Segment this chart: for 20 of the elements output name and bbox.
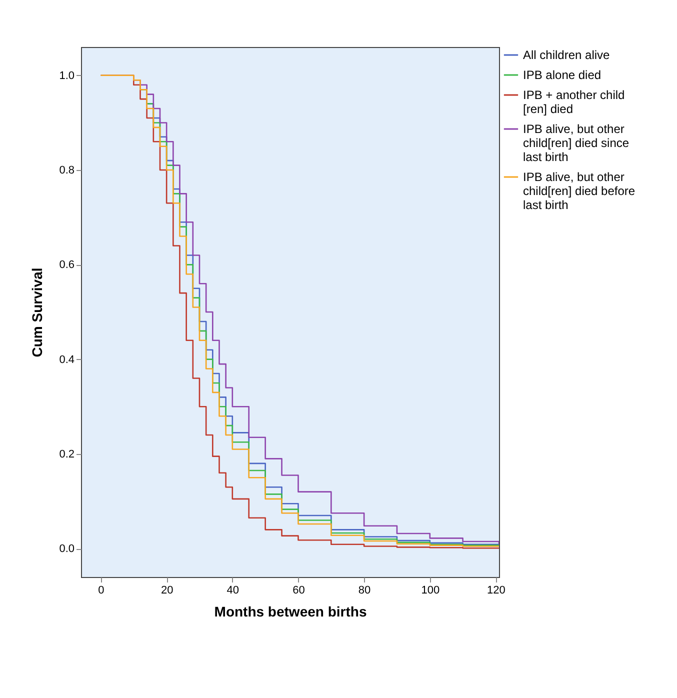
- x-tick-label: 0: [98, 584, 104, 596]
- y-tick-label: 0.2: [59, 448, 74, 460]
- legend-label: All children alive: [523, 48, 610, 62]
- y-tick-label: 0.6: [59, 259, 74, 272]
- legend-label: IPB alive, but other child[ren] died before last birth: [523, 170, 636, 212]
- y-tick-label: 0.4: [59, 354, 74, 366]
- x-axis-title: Months between births: [214, 604, 367, 620]
- legend-label: IPB alive, but other child[ren] died since last birth: [523, 122, 630, 164]
- y-tick-label: 0.0: [59, 543, 74, 556]
- x-tick-label: 60: [292, 584, 305, 596]
- x-tick-label: 40: [226, 584, 240, 596]
- x-tick-label: 100: [421, 584, 440, 596]
- y-tick-label: 0.8: [59, 164, 74, 177]
- x-tick-label: 80: [358, 584, 371, 596]
- legend-label: IPB + another child [ren] died: [523, 88, 625, 116]
- legend-label: IPB alone died: [523, 68, 602, 82]
- x-tick-label: 20: [160, 584, 174, 596]
- y-tick-label: 1.0: [59, 70, 74, 82]
- x-tick-label: 120: [487, 584, 506, 596]
- y-axis-title: Cum Survival: [29, 268, 46, 358]
